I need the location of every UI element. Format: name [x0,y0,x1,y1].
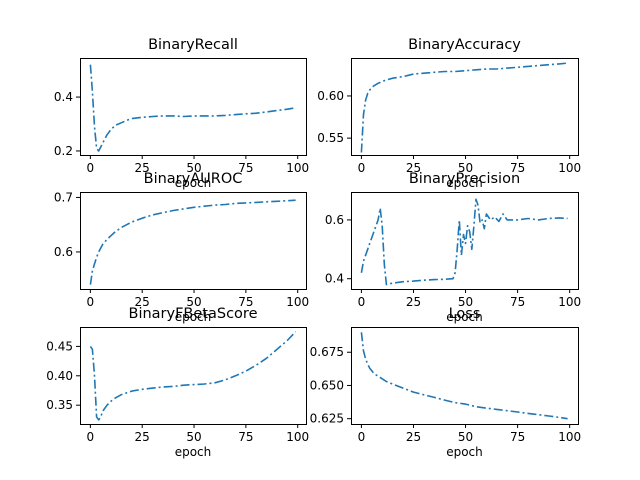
x-tick-label: 25 [135,430,150,444]
x-axis-label: epoch [175,176,212,190]
x-axis-label: epoch [175,310,212,324]
axes-frame [80,58,307,156]
x-axis-label: epoch [446,176,483,190]
x-tick-label: 50 [186,161,201,175]
panel-title: BinaryPrecision [409,171,520,187]
x-tick-label: 0 [358,161,366,175]
series-line [360,332,568,420]
y-tick-label: 0.650 [310,378,344,392]
x-tick-label: 75 [510,295,525,309]
axes-frame [351,192,579,290]
panel-title: Loss [449,306,481,322]
x-tick-label: 75 [238,295,253,309]
x-tick-label: 0 [358,430,366,444]
x-tick-label: 0 [87,161,95,175]
y-tick-label: 0.40 [46,369,73,383]
y-tick-label: 0.60 [317,89,344,103]
y-tick-label: 0.45 [46,339,73,353]
panel-binary-fbeta-score: 0 25 50 75 1000.350.400.45BinaryFBetaScoreep… [46,306,309,459]
x-tick-label: 25 [406,295,421,309]
y-tick-label: 0.35 [46,398,73,412]
series-line [360,198,568,286]
series-line [89,64,296,152]
y-tick-label: 0.625 [310,412,344,426]
series-line [89,199,296,285]
series-line [360,62,568,153]
x-tick-label: 50 [186,430,201,444]
y-tick-label: 0.55 [317,131,344,145]
x-axis-label: epoch [175,445,212,459]
x-tick-label: 75 [238,430,253,444]
y-tick-label: 0.6 [325,213,344,227]
x-tick-label: 25 [135,161,150,175]
x-tick-label: 100 [286,161,309,175]
x-tick-label: 0 [87,295,95,309]
x-tick-label: 100 [286,430,309,444]
axes-frame [80,327,307,425]
series-line [89,331,297,421]
axes-frame [80,192,307,290]
y-tick-label: 0.6 [54,245,73,259]
panel-binary-recall: 0 25 50 75 100 0.2 0.4 BinaryRecall epoch [54,37,309,190]
panel-title: BinaryRecall [148,37,238,53]
x-tick-label: 100 [558,161,581,175]
panel-title: BinaryFBetaScore [129,306,258,322]
axes-frame [351,327,579,425]
x-tick-label: 25 [406,161,421,175]
x-tick-label: 0 [358,295,366,309]
panel-title: BinaryAUROC [144,171,243,187]
x-tick-label: 50 [458,161,473,175]
x-tick-label: 100 [558,295,581,309]
x-tick-label: 25 [135,295,150,309]
y-tick-label: 0.4 [325,272,344,286]
x-tick-label: 50 [186,295,201,309]
y-tick-label: 0.2 [54,144,73,158]
y-tick-label: 0.675 [310,345,344,359]
x-tick-label: 0 [87,430,95,444]
axes-frame [351,58,579,156]
panel-binary-accuracy: 0 25 50 75 100 0.55 0.60 BinaryAccuracy epoch [317,37,581,190]
x-tick-label: 100 [286,295,309,309]
x-tick-label: 100 [558,430,581,444]
x-tick-label: 75 [510,161,525,175]
y-tick-label: 0.7 [54,190,73,204]
x-tick-label: 75 [510,430,525,444]
x-tick-label: 50 [458,295,473,309]
x-axis-label: epoch [446,445,483,459]
y-tick-label: 0.4 [54,90,73,104]
x-tick-label: 50 [458,430,473,444]
x-tick-label: 25 [406,430,421,444]
x-tick-label: 75 [238,161,253,175]
panel-title: BinaryAccuracy [408,37,521,53]
x-axis-label: epoch [446,310,483,324]
